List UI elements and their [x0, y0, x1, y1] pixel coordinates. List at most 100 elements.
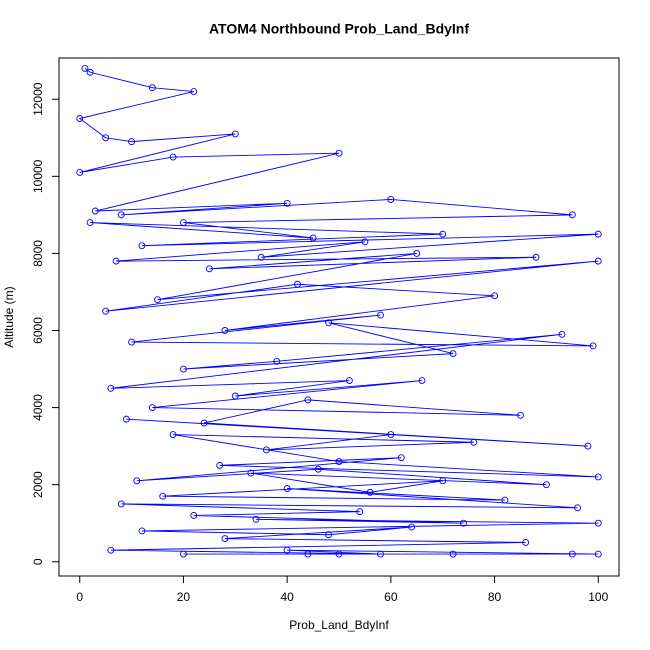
- y-tick-label: 10000: [31, 159, 45, 193]
- data-point: [594, 257, 602, 265]
- data-point: [179, 219, 187, 227]
- data-point: [205, 265, 213, 273]
- data-point: [294, 280, 301, 288]
- data-point: [304, 396, 312, 404]
- data-point: [418, 377, 426, 385]
- data-point: [252, 515, 260, 523]
- data-point: [377, 311, 384, 319]
- data-point: [325, 319, 333, 327]
- data-point: [102, 307, 110, 315]
- data-point: [345, 377, 353, 385]
- data-point: [397, 454, 405, 462]
- data-point: [574, 504, 581, 512]
- data-point: [231, 130, 239, 138]
- data-point: [273, 357, 281, 365]
- data-point: [221, 327, 229, 334]
- y-axis-label: Altitude (m): [2, 286, 16, 347]
- data-point: [257, 253, 265, 261]
- data-point: [122, 415, 130, 423]
- x-tick-label: 40: [280, 590, 294, 604]
- data-point: [200, 419, 208, 427]
- data-point: [304, 550, 312, 558]
- data-point: [522, 539, 530, 546]
- data-point: [309, 234, 317, 242]
- x-tick-label: 0: [76, 590, 83, 604]
- data-point: [356, 508, 364, 516]
- data-point: [86, 68, 94, 76]
- data-point: [283, 546, 291, 554]
- data-point: [138, 242, 146, 250]
- data-point: [413, 249, 421, 257]
- data-point: [568, 211, 576, 219]
- x-tick-label: 60: [384, 590, 398, 604]
- data-point: [216, 461, 224, 469]
- data-point: [361, 238, 369, 246]
- y-tick-label: 0: [31, 558, 45, 565]
- data-point: [568, 550, 576, 558]
- data-point: [335, 550, 343, 558]
- data-point: [314, 465, 322, 473]
- data-point: [247, 469, 255, 477]
- data-point: [532, 253, 540, 261]
- data-point: [117, 500, 125, 508]
- data-point: [221, 535, 229, 543]
- data-point: [159, 492, 167, 500]
- data-point: [366, 488, 374, 496]
- y-tick-label: 4000: [31, 394, 45, 421]
- data-point: [138, 527, 146, 535]
- data-point: [112, 257, 120, 265]
- data-point: [501, 496, 509, 504]
- data-point: [594, 473, 602, 481]
- data-point: [449, 350, 457, 358]
- data-point: [517, 411, 524, 419]
- y-tick-label: 12000: [31, 82, 45, 116]
- data-point: [169, 431, 177, 439]
- data-point: [148, 404, 156, 412]
- data-point: [283, 485, 291, 492]
- data-point: [107, 546, 115, 554]
- data-point: [190, 512, 198, 519]
- data-point: [179, 550, 187, 558]
- data-point: [262, 446, 270, 454]
- data-point: [128, 138, 136, 146]
- data-point: [133, 477, 141, 485]
- y-tick-label: 8000: [31, 240, 45, 267]
- chart-title: ATOM4 Northbound Prob_Land_BdyInf: [209, 21, 469, 37]
- data-point: [86, 219, 94, 227]
- data-point: [325, 531, 333, 539]
- data-point: [594, 519, 602, 527]
- data-point: [558, 330, 566, 338]
- data-point: [76, 115, 84, 122]
- x-tick-label: 80: [488, 590, 502, 604]
- data-point: [190, 88, 198, 95]
- data-point: [584, 442, 592, 450]
- data-line: [78, 68, 599, 555]
- data-point: [335, 149, 343, 157]
- data-point: [377, 550, 384, 558]
- data-point: [231, 392, 239, 400]
- data-point: [335, 458, 343, 465]
- data-point: [81, 64, 89, 72]
- data-point: [439, 477, 447, 485]
- data-point: [169, 153, 177, 161]
- data-point: [542, 481, 550, 489]
- data-point: [107, 384, 115, 392]
- data-point: [594, 550, 602, 558]
- data-point: [283, 199, 291, 207]
- y-tick-label: 2000: [31, 471, 45, 498]
- data-point: [76, 169, 84, 176]
- data-point: [148, 84, 156, 92]
- y-tick-label: 6000: [31, 317, 45, 344]
- data-point: [91, 207, 99, 215]
- data-point: [408, 523, 416, 531]
- data-point: [179, 365, 187, 373]
- data-point: [439, 230, 447, 238]
- x-tick-label: 100: [588, 590, 608, 604]
- data-point: [589, 342, 597, 350]
- x-tick-label: 20: [177, 590, 191, 604]
- data-point: [387, 431, 395, 439]
- data-point: [387, 195, 395, 203]
- data-point: [449, 550, 457, 558]
